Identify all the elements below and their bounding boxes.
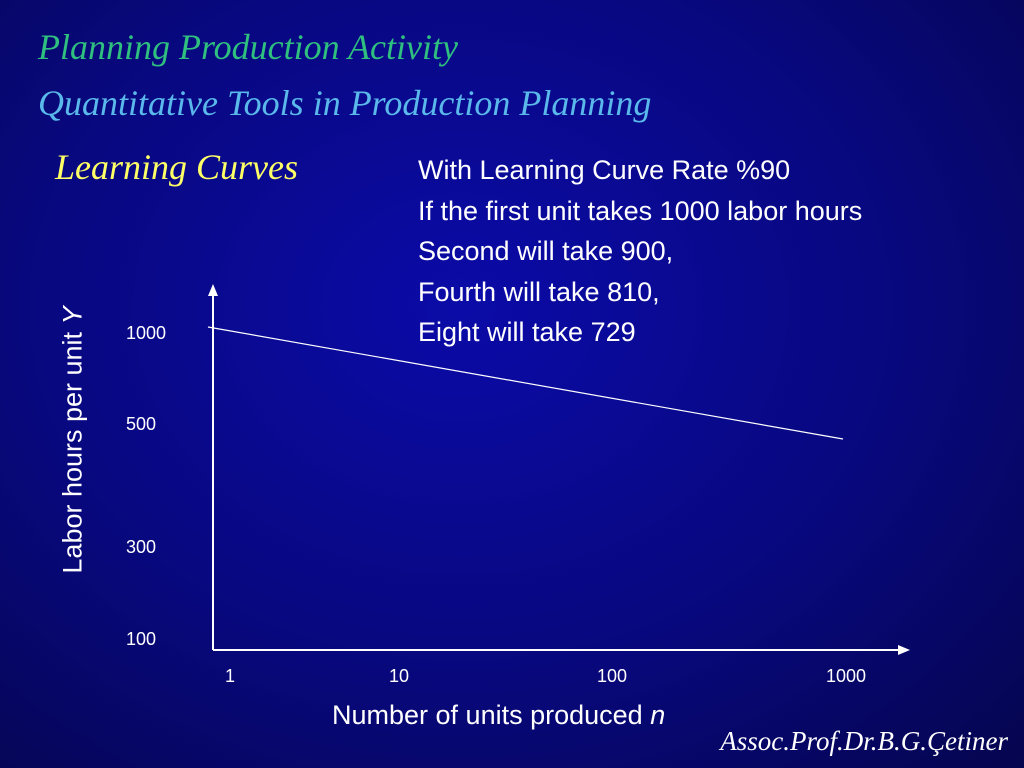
info-line: With Learning Curve Rate %90	[418, 155, 791, 185]
footer-author: Assoc.Prof.Dr.B.G.Çetiner	[720, 726, 1008, 756]
y-axis-label: Labor hours per unit Y	[57, 306, 88, 574]
page-title: Planning Production Activity	[38, 27, 458, 67]
x-tick-label: 10	[389, 666, 409, 686]
x-tick-labels: 1 10 100 1000	[225, 666, 866, 686]
info-line: Second will take 900,	[418, 236, 674, 266]
y-tick-label: 300	[126, 537, 156, 557]
info-line: Eight will take 729	[418, 317, 636, 347]
info-list: With Learning Curve Rate %90 If the firs…	[418, 150, 862, 353]
section-title: Learning Curves	[55, 147, 298, 187]
page-subtitle: Quantitative Tools in Production Plannin…	[38, 83, 652, 123]
x-tick-label: 1000	[826, 666, 866, 686]
y-axis-arrow	[208, 284, 218, 296]
y-tick-labels: 1000 500 300 100	[126, 323, 166, 649]
learning-curve-line	[207, 326, 844, 440]
y-tick-label: 1000	[126, 323, 166, 343]
y-tick-label: 500	[126, 414, 156, 434]
x-axis-label: Number of units produced n	[332, 700, 666, 730]
x-tick-label: 100	[597, 666, 627, 686]
x-tick-label: 1	[225, 666, 235, 686]
info-line: Fourth will take 810,	[418, 276, 660, 307]
info-line: If the first unit takes 1000 labor hours	[418, 195, 863, 226]
series-group	[207, 326, 844, 440]
x-axis-arrow	[898, 645, 910, 655]
y-tick-label: 100	[126, 629, 156, 649]
